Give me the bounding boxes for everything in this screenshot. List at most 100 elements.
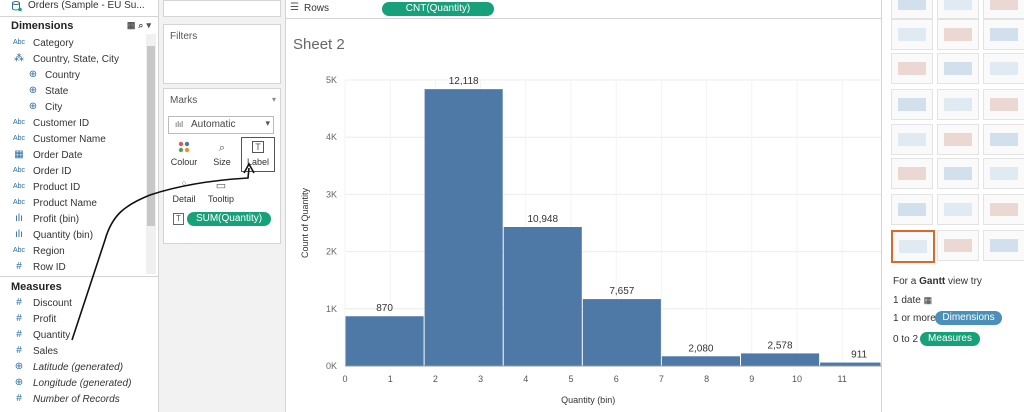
label-button[interactable]: T Label [241,137,275,172]
field-item[interactable]: Abc Region [0,244,146,260]
chart-type-thumbnail[interactable] [937,19,979,50]
req-date: 1 date ▦ [893,295,932,306]
datasource-bar[interactable]: Orders (Sample - EU Su... [0,0,158,17]
chart-type-thumbnail[interactable] [937,158,979,189]
field-item[interactable]: Abc Customer ID [0,116,146,132]
field-item[interactable]: Abc Category [0,36,146,52]
field-item[interactable]: ⊕ City [0,100,146,116]
string-type-icon: Abc [12,39,26,46]
field-item[interactable]: ⁂ Country, State, City [0,52,146,68]
y-tick-label: 2K [326,247,337,257]
field-item[interactable]: Abc Customer Name [0,132,146,148]
thumbnail-preview [898,28,926,41]
chart-type-thumbnail[interactable] [891,124,933,155]
measures-title: Measures [11,281,62,293]
scrollbar-thumb[interactable] [147,46,155,226]
size-icon: ⌕ [218,142,226,154]
field-item[interactable]: ⊕ Longitude (generated) [0,376,146,392]
y-tick-label: 5K [326,75,337,85]
marks-menu-icon[interactable]: ▾ [271,95,276,104]
globe-icon: ⊕ [14,361,24,372]
chart-type-thumbnail[interactable] [983,19,1024,50]
bar-data-label: 870 [376,303,393,314]
chart-type-thumbnail[interactable] [983,158,1024,189]
chart-type-thumbnail[interactable] [937,124,979,155]
field-item[interactable]: ▦ Order Date [0,148,146,164]
chart-type-thumbnail[interactable] [891,158,933,189]
chart-type-thumbnail[interactable] [983,230,1024,261]
chart-type-thumbnail[interactable] [891,194,933,225]
chart-type-thumbnail[interactable] [983,89,1024,120]
x-tick-label: 1 [388,374,393,384]
chevron-down-icon[interactable]: ▾ [265,118,270,128]
colour-button[interactable]: Colour [168,138,200,170]
chart-type-thumbnail[interactable] [937,89,979,120]
field-label: Region [33,246,65,257]
field-item[interactable]: # Profit [0,312,146,328]
field-item[interactable]: # Sales [0,344,146,360]
thumbnail-preview [944,167,972,180]
chart-type-thumbnail[interactable] [937,194,979,225]
chart-type-thumbnail[interactable] [937,230,979,261]
chart-type-thumbnail[interactable] [983,53,1024,84]
field-item[interactable]: Abc Order ID [0,164,146,180]
search-icon[interactable]: ⌕ [138,20,147,30]
sum-quantity-pill[interactable]: SUM(Quantity) [187,212,271,226]
thumbnail-preview [944,28,972,41]
pages-card[interactable] [163,0,281,17]
colour-icon [178,141,190,153]
field-label: Customer ID [33,118,90,129]
chart-type-thumbnail[interactable] [891,53,933,84]
chart-type-thumbnail[interactable] [937,53,979,84]
dimensions-tools[interactable]: ▦⌕▾ [127,20,154,31]
field-label: Product Name [33,198,97,209]
tooltip-button[interactable]: ▭ Tooltip [205,175,237,207]
filters-card[interactable]: Filters [163,24,281,84]
field-item[interactable]: Abc Product Name [0,196,146,212]
field-item[interactable]: ⊕ Latitude (generated) [0,360,146,376]
field-item[interactable]: # Discount [0,296,146,312]
bar-data-label: 2,080 [688,343,713,354]
field-item[interactable]: # Row ID [0,260,146,276]
x-tick-label: 10 [792,374,802,384]
field-item[interactable]: ⊕ State [0,84,146,100]
field-label: Discount [33,298,72,309]
field-item[interactable]: ⊕ Country [0,68,146,84]
marks-title: Marks [170,95,198,106]
rows-label: Rows [304,3,330,14]
measures-pill: Measures [920,332,980,346]
field-item[interactable]: ılı Profit (bin) [0,212,146,228]
rows-shelf[interactable] [286,0,881,19]
grid-view-icon[interactable]: ▦ [126,20,139,30]
chart-type-thumbnail[interactable] [891,19,933,50]
chart-type-thumbnail[interactable] [983,194,1024,225]
cnt-quantity-pill[interactable]: CNT(Quantity) [382,2,494,16]
chart-type-thumbnail[interactable] [983,124,1024,155]
chart-type-thumbnail[interactable] [937,0,979,19]
thumbnail-preview [944,133,972,146]
dimensions-scrollbar[interactable] [146,34,156,274]
bar-data-label: 7,657 [609,286,634,297]
chevron-down-icon[interactable]: ▾ [146,20,154,30]
chart-type-thumbnail[interactable] [983,0,1024,19]
data-pane [0,0,159,412]
field-item[interactable]: # Quantity [0,328,146,344]
field-label: Order Date [33,150,83,161]
field-item[interactable]: Abc Product ID [0,180,146,196]
field-item[interactable]: ılı Quantity (bin) [0,228,146,244]
mark-type-select[interactable]: ılıl Automatic ▾ [168,116,274,134]
chart-type-thumbnail[interactable] [891,230,935,263]
field-label: Country, State, City [33,54,119,65]
detail-button[interactable]: ⁘ Detail [168,175,200,207]
hint-prefix: For a [893,276,917,287]
chart-type-thumbnail[interactable] [891,89,933,120]
thumbnail-preview [898,0,926,10]
thumbnail-preview [898,133,926,146]
string-type-icon: Abc [12,247,26,254]
field-item[interactable]: # Number of Records [0,392,146,408]
x-tick-label: 3 [478,374,483,384]
size-button[interactable]: ⌕ Size [206,138,238,170]
chart-type-thumbnail[interactable] [891,0,933,19]
thumbnail-preview [944,62,972,75]
